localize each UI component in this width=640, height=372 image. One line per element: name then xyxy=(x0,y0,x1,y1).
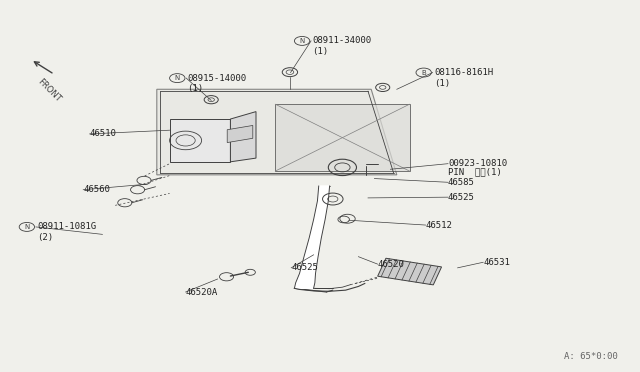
Text: 08915-14000: 08915-14000 xyxy=(188,74,246,83)
Text: N: N xyxy=(175,75,180,81)
Text: 08116-8161H: 08116-8161H xyxy=(434,68,493,77)
Text: 00923-10810: 00923-10810 xyxy=(448,159,507,168)
Text: 46585: 46585 xyxy=(448,178,475,187)
Text: 46560: 46560 xyxy=(83,185,110,194)
Text: PIN  ピン(1): PIN ピン(1) xyxy=(448,167,502,176)
Text: (1): (1) xyxy=(188,84,204,93)
Text: FRONT: FRONT xyxy=(35,77,62,104)
Text: N: N xyxy=(24,224,29,230)
Text: 08911-34000: 08911-34000 xyxy=(312,36,371,45)
Polygon shape xyxy=(170,119,230,162)
Polygon shape xyxy=(275,104,410,171)
Polygon shape xyxy=(378,258,442,285)
Text: 46520A: 46520A xyxy=(186,288,218,296)
Polygon shape xyxy=(227,125,253,142)
Polygon shape xyxy=(294,186,330,288)
Text: N: N xyxy=(300,38,305,44)
Text: B: B xyxy=(421,70,426,76)
Text: 46512: 46512 xyxy=(426,221,452,230)
Text: (1): (1) xyxy=(434,79,450,88)
Text: 46520: 46520 xyxy=(378,260,404,269)
Text: 46531: 46531 xyxy=(483,258,510,267)
Text: 46525: 46525 xyxy=(291,263,318,272)
Text: (1): (1) xyxy=(312,47,328,56)
Text: 46510: 46510 xyxy=(90,129,116,138)
Polygon shape xyxy=(157,89,397,175)
Polygon shape xyxy=(230,112,256,162)
Text: (2): (2) xyxy=(37,233,53,242)
Text: 46525: 46525 xyxy=(448,193,475,202)
Text: A: 65*0:00: A: 65*0:00 xyxy=(564,352,618,361)
Text: 08911-1081G: 08911-1081G xyxy=(37,222,96,231)
